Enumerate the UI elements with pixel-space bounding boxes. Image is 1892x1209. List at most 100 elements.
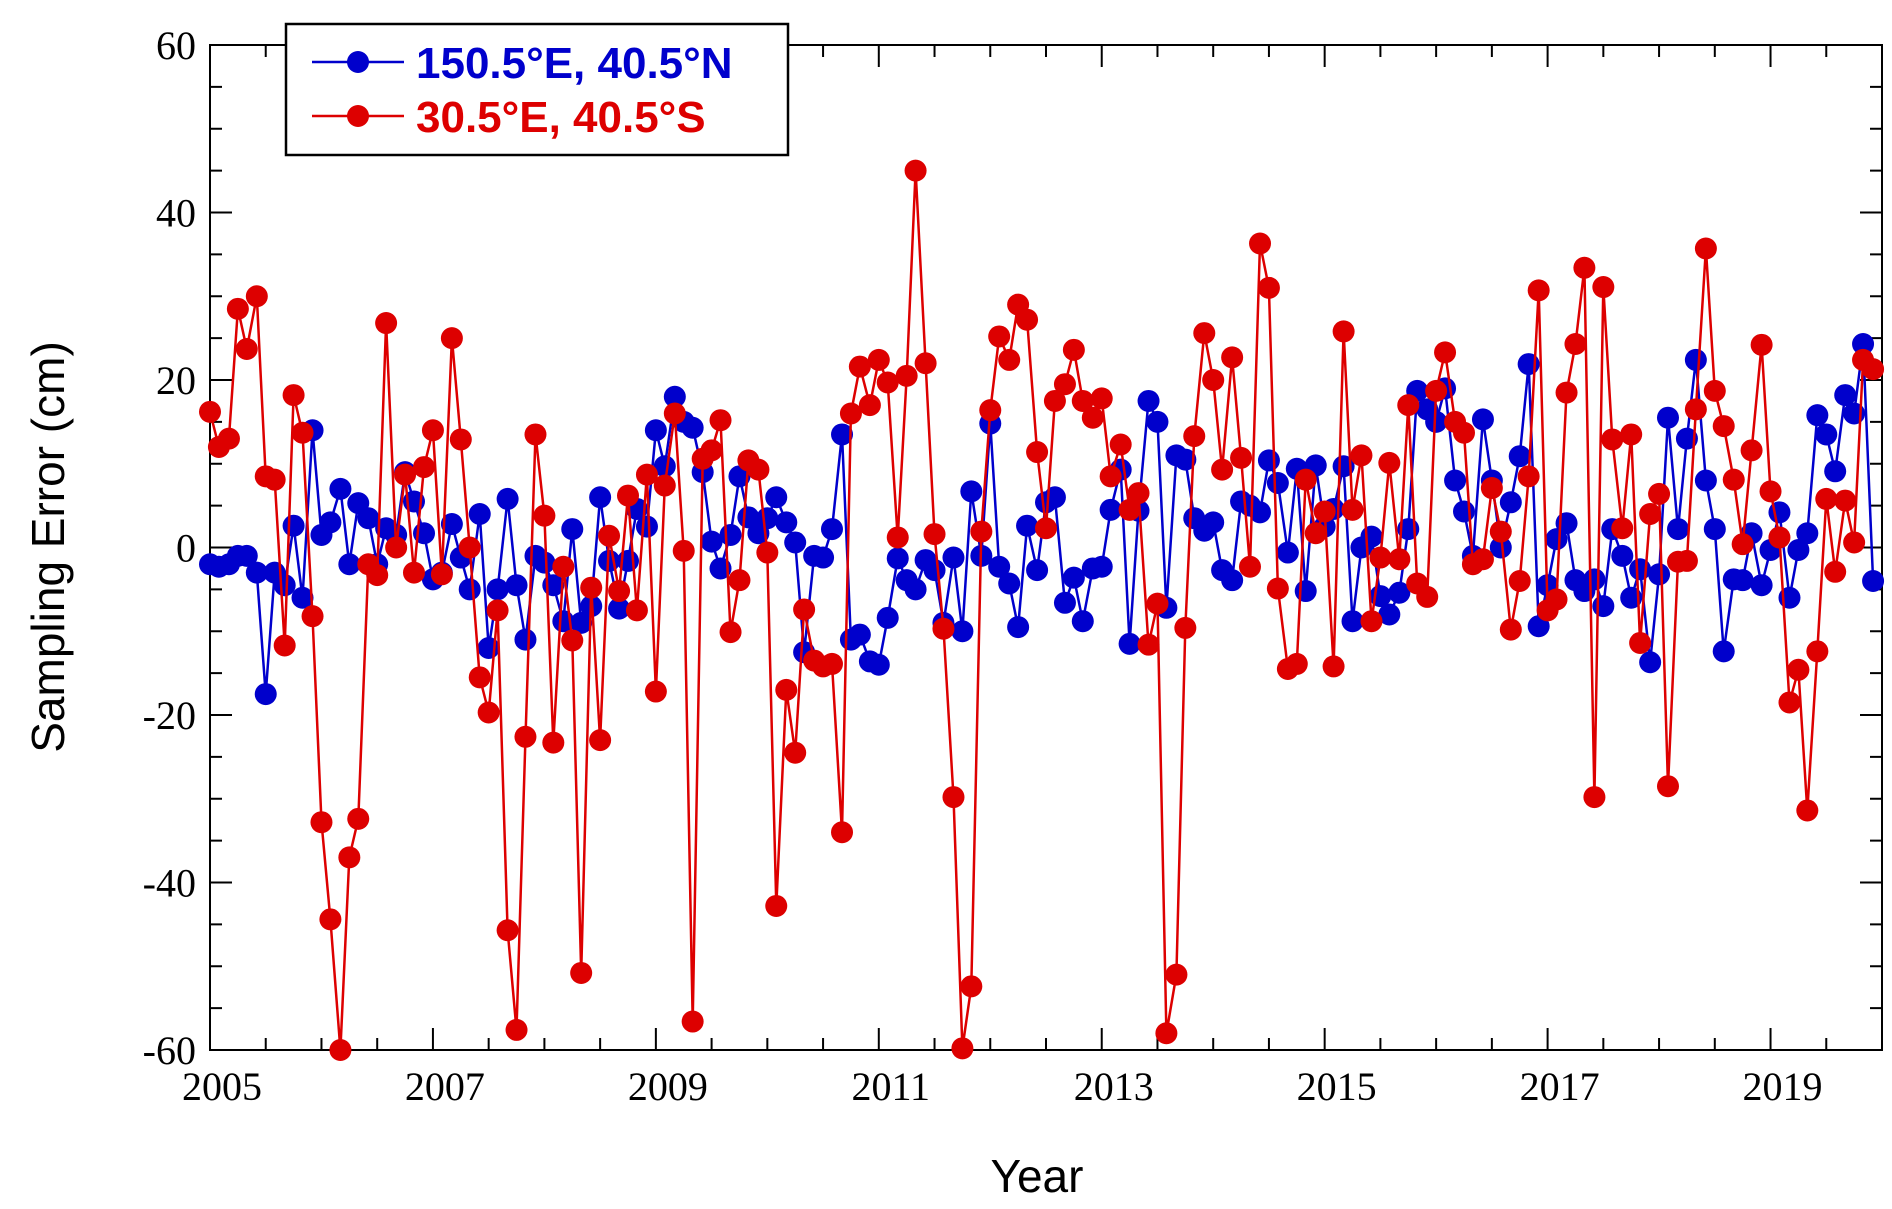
data-point: [570, 961, 593, 984]
data-point: [1796, 522, 1819, 545]
data-point: [635, 515, 658, 538]
legend-label-blue: 150.5°E, 40.5°N: [416, 39, 733, 88]
data-point: [1750, 333, 1773, 356]
data-point: [496, 919, 519, 942]
data-point: [245, 561, 268, 584]
data-point: [617, 484, 639, 507]
data-point: [1221, 346, 1244, 369]
data-point: [876, 606, 899, 629]
data-point: [1062, 338, 1085, 361]
data-point: [1016, 308, 1039, 331]
data-point: [951, 1037, 974, 1060]
data-point: [1109, 433, 1132, 456]
data-point: [1834, 489, 1857, 512]
data-point: [867, 653, 890, 676]
data-point: [1137, 389, 1160, 412]
data-point: [904, 159, 927, 182]
data-point: [1648, 482, 1671, 505]
data-point: [589, 486, 612, 509]
data-point: [291, 586, 314, 609]
data-point: [1313, 500, 1336, 523]
data-point: [505, 574, 528, 597]
data-point: [1703, 379, 1726, 402]
legend-marker-blue: [347, 51, 369, 73]
y-tick-label: -20: [143, 693, 196, 738]
x-tick-label: 2009: [628, 1064, 708, 1109]
data-point: [486, 599, 509, 622]
data-point: [820, 652, 843, 675]
data-point: [1639, 503, 1662, 525]
data-point: [719, 621, 742, 644]
data-point: [775, 678, 798, 701]
data-point: [235, 338, 258, 361]
data-point: [524, 423, 547, 446]
data-point: [505, 1018, 528, 1041]
data-point: [217, 427, 240, 450]
data-point: [608, 597, 631, 620]
data-point: [329, 1039, 352, 1061]
data-point: [998, 572, 1021, 595]
data-point: [199, 400, 221, 423]
data-point: [1099, 498, 1122, 521]
data-point: [1862, 570, 1885, 592]
data-point: [831, 423, 854, 446]
legend-box: [284, 22, 790, 157]
data-point: [1425, 379, 1448, 402]
data-point: [1768, 501, 1791, 524]
data-point: [1611, 517, 1634, 540]
data-point: [960, 975, 983, 998]
data-point: [1388, 581, 1411, 604]
x-tick-label: 2007: [405, 1064, 485, 1109]
data-point: [1378, 603, 1401, 626]
data-point: [942, 546, 965, 569]
data-point: [1471, 408, 1494, 431]
data-point: [1360, 525, 1383, 548]
data-point: [413, 456, 436, 479]
data-point: [1787, 658, 1810, 681]
data-point: [580, 576, 603, 599]
data-point: [570, 611, 593, 634]
data-point: [839, 402, 862, 425]
data-point: [1043, 389, 1066, 412]
data-point: [1731, 569, 1754, 592]
data-point: [282, 514, 305, 537]
data-point: [1341, 610, 1364, 633]
data-point: [245, 285, 268, 308]
y-tick-label: -60: [143, 1028, 196, 1073]
data-point: [1667, 518, 1690, 541]
data-point: [1276, 541, 1299, 564]
data-point: [1090, 387, 1113, 410]
data-point: [1127, 482, 1150, 505]
data-point: [468, 666, 491, 689]
data-point: [430, 563, 453, 586]
data-point: [1332, 320, 1355, 343]
data-point: [1620, 423, 1643, 446]
data-point: [1489, 536, 1512, 559]
x-tick-label: 2011: [852, 1064, 931, 1109]
data-point: [1081, 406, 1104, 429]
data-point: [1257, 449, 1280, 472]
data-point: [951, 620, 974, 643]
data-point: [1824, 560, 1847, 583]
data-point: [273, 634, 296, 657]
y-tick-label: 20: [156, 358, 196, 403]
data-point: [1416, 585, 1439, 608]
data-point: [1656, 406, 1679, 429]
data-point: [1703, 518, 1726, 541]
data-point: [1592, 276, 1615, 299]
data-point: [1249, 232, 1272, 255]
data-point: [301, 605, 324, 628]
data-point: [1378, 451, 1401, 474]
data-point: [1193, 322, 1216, 345]
data-point: [886, 526, 909, 549]
data-point: [1071, 610, 1094, 633]
data-point: [1750, 574, 1773, 597]
data-point: [1852, 332, 1875, 355]
data-point: [1444, 469, 1467, 492]
data-point: [1508, 570, 1531, 592]
data-point: [663, 385, 686, 408]
data-point: [1099, 465, 1122, 488]
data-point: [1062, 566, 1085, 589]
data-point: [784, 741, 807, 764]
data-point: [1453, 421, 1475, 444]
